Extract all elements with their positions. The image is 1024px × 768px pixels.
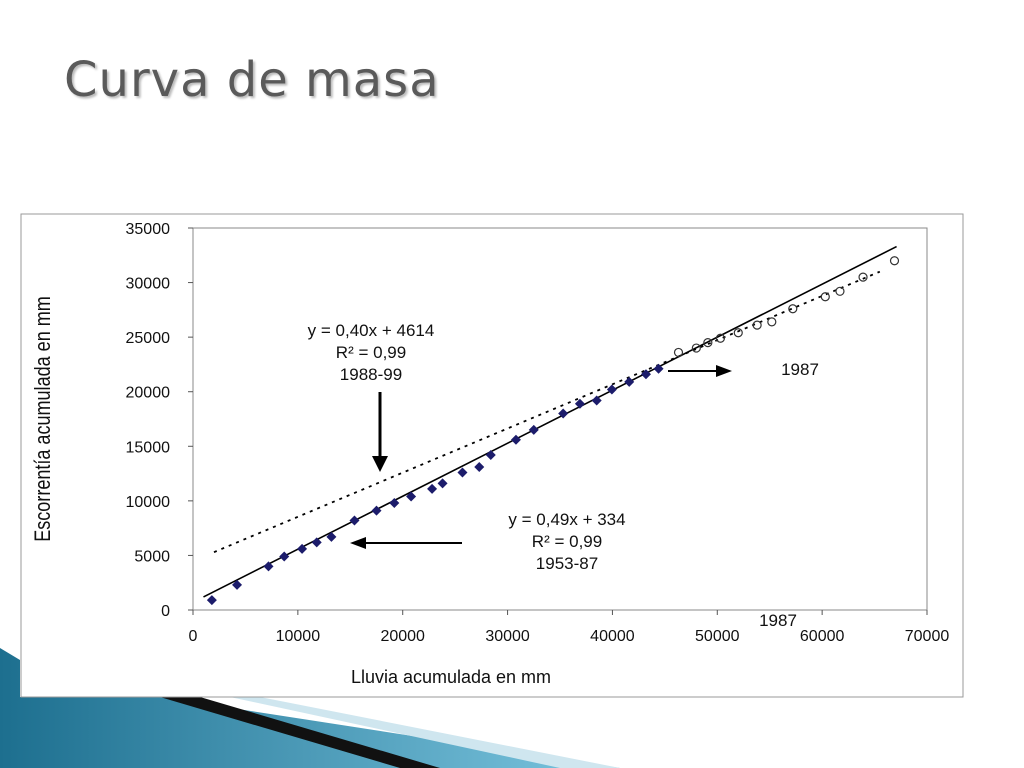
data-point	[485, 450, 496, 461]
data-point	[606, 384, 617, 395]
annotation: R² = 0,99	[336, 343, 406, 362]
trend-line	[203, 245, 897, 598]
x-tick-label: 20000	[380, 628, 425, 645]
x-axis-label: Lluvia acumulada en mm	[351, 667, 551, 687]
annotation: y = 0,40x + 4614	[308, 321, 435, 340]
data-point	[858, 272, 868, 282]
x-tick-label: 70000	[905, 628, 950, 645]
x-tick-label: 10000	[276, 628, 321, 645]
data-point	[371, 505, 382, 516]
data-point	[457, 467, 468, 478]
y-tick-label: 15000	[126, 439, 171, 456]
data-point	[574, 398, 585, 409]
data-point	[752, 320, 762, 330]
data-point	[715, 333, 726, 343]
data-point	[691, 343, 701, 353]
data-point	[232, 579, 243, 590]
annotation: R² = 0,99	[532, 532, 602, 551]
data-point	[703, 338, 713, 348]
x-tick-label: 0	[189, 628, 198, 645]
x-tick-label: 40000	[590, 628, 635, 645]
data-point	[427, 483, 438, 494]
y-tick-label: 25000	[126, 330, 171, 347]
y-tick-label: 5000	[134, 548, 170, 565]
annotation: 1988-99	[340, 365, 402, 384]
slide-title: Curva de masa	[64, 52, 440, 108]
data-point	[820, 292, 830, 302]
data-point	[510, 434, 521, 445]
data-point	[406, 491, 417, 502]
data-point	[624, 376, 635, 387]
data-point	[653, 363, 664, 374]
data-point	[767, 317, 777, 327]
data-point	[528, 424, 539, 435]
y-tick-label: 10000	[126, 494, 171, 511]
data-point	[349, 515, 360, 526]
data-point	[206, 595, 217, 606]
y-tick-label: 30000	[126, 276, 171, 293]
data-point	[673, 347, 684, 358]
data-point	[297, 543, 308, 554]
y-axis-label: Escorrentía acumulada en mm	[31, 296, 55, 542]
plot-area	[192, 227, 928, 611]
data-point	[889, 256, 900, 266]
y-tick-label: 20000	[126, 385, 171, 402]
x-tick-label: 60000	[800, 628, 845, 645]
annotation: 1953-87	[536, 554, 598, 573]
x-tick-label: 30000	[485, 628, 530, 645]
annotation: 1987	[781, 360, 819, 379]
data-point	[389, 498, 400, 509]
data-point	[835, 286, 845, 296]
annotation: y = 0,49x + 334	[508, 510, 625, 529]
data-point	[474, 462, 485, 473]
data-point	[733, 328, 743, 338]
data-point	[279, 551, 290, 562]
data-point	[311, 537, 322, 548]
data-point	[558, 408, 569, 419]
data-point	[437, 478, 448, 489]
data-point	[591, 395, 602, 406]
y-tick-label: 0	[161, 603, 170, 620]
data-point	[640, 369, 651, 380]
annotation: 1987	[759, 611, 797, 630]
y-tick-label: 35000	[126, 221, 171, 238]
x-tick-label: 50000	[695, 628, 740, 645]
data-point	[326, 531, 337, 542]
arrows	[350, 365, 732, 549]
data-point	[788, 304, 798, 314]
data-point	[263, 561, 274, 572]
